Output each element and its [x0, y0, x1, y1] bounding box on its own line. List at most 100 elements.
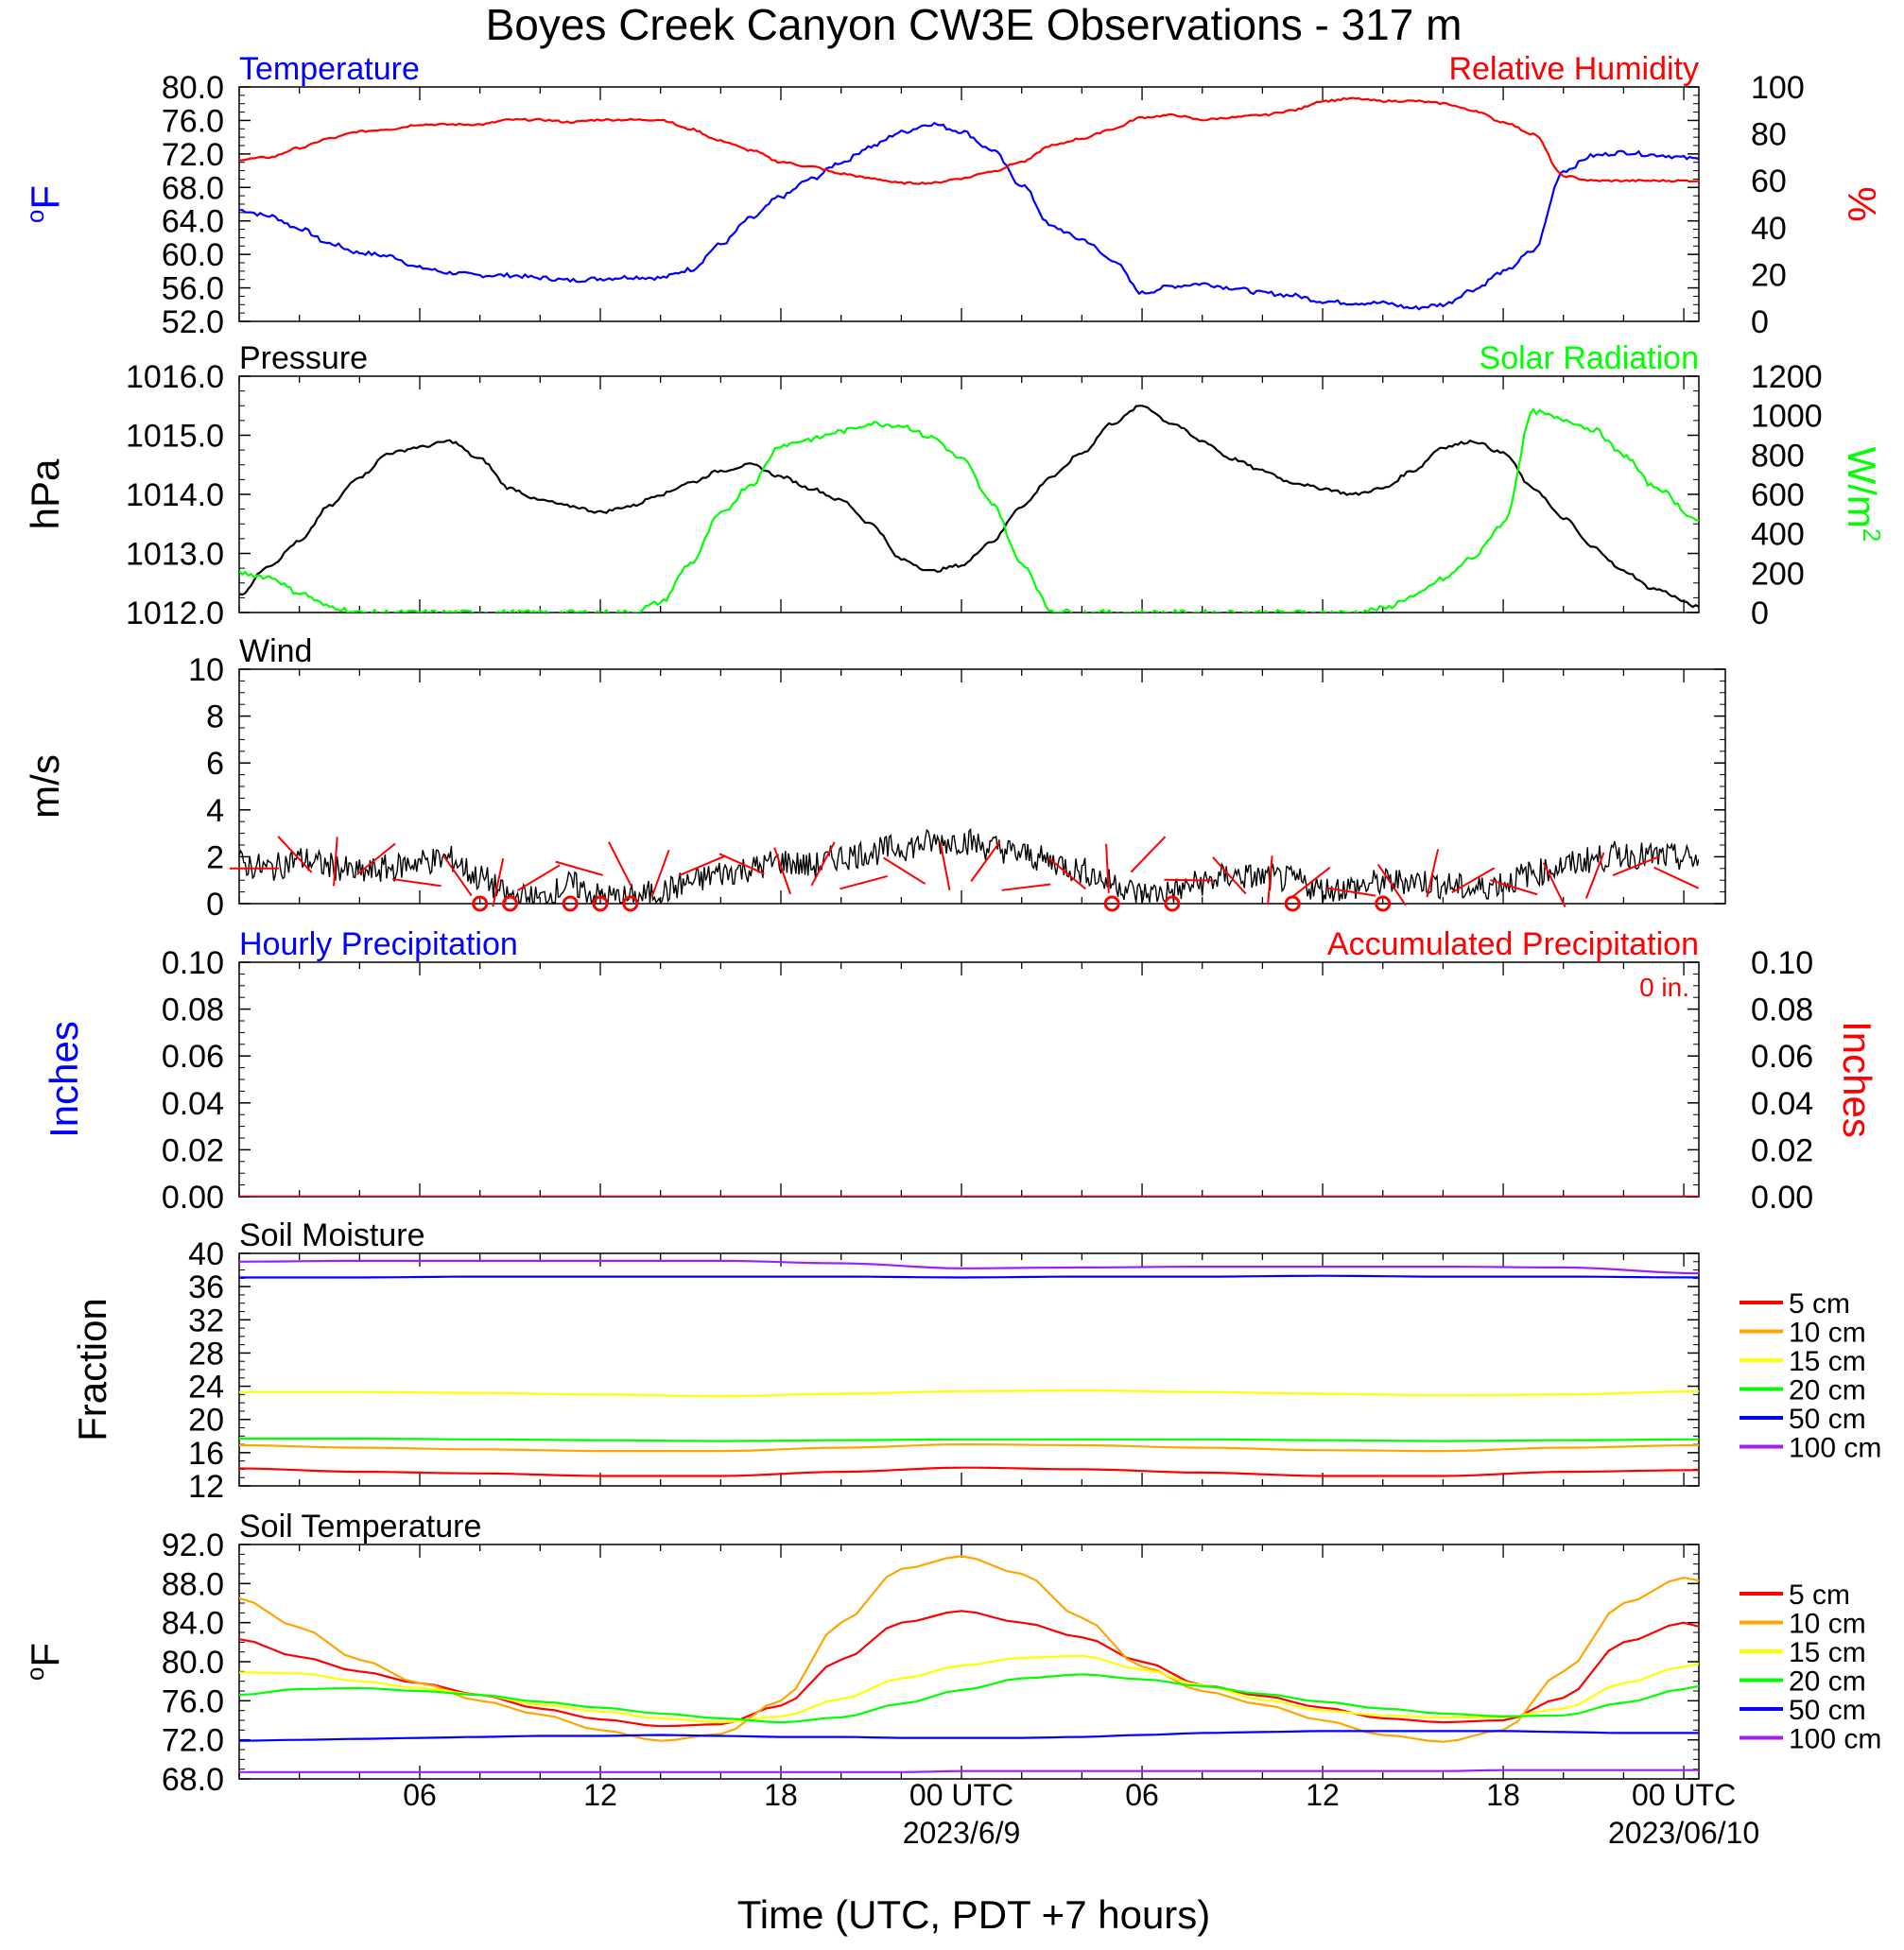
- chart-title: Boyes Creek Canyon CW3E Observations - 3…: [486, 0, 1463, 49]
- series-line-100-cm: [239, 1769, 1699, 1773]
- series-line-100-cm: [239, 1259, 1699, 1275]
- x-axis-title: Time (UTC, PDT +7 hours): [737, 1892, 1211, 1937]
- legend-label: 5 cm: [1789, 1579, 1850, 1611]
- y-tick-label: 0.10: [162, 945, 224, 981]
- wind-barb: [1490, 879, 1538, 896]
- y-right-tick-label: 0: [1751, 595, 1769, 631]
- y-tick-label: 4: [206, 793, 224, 829]
- y-right-tick-label: 200: [1751, 556, 1805, 592]
- y-tick-label: 56.0: [162, 271, 224, 307]
- calm-marker: [472, 895, 489, 912]
- wind-barb: [1326, 887, 1376, 897]
- wind-barb: [1267, 855, 1273, 906]
- wind-barb: [1451, 867, 1496, 894]
- y-tick-label: 0.04: [162, 1086, 224, 1122]
- y-tick-label: 1012.0: [126, 595, 224, 631]
- legend-label: 5 cm: [1789, 1288, 1850, 1320]
- y-right-tick-label: 40: [1751, 211, 1787, 247]
- y-right-tick-label: 0.00: [1751, 1180, 1813, 1216]
- y-tick-label: 0.06: [162, 1039, 224, 1075]
- series-line-5-cm: [239, 1610, 1699, 1728]
- degree-mark: o: [21, 210, 49, 223]
- unit-text: F: [23, 1643, 67, 1667]
- y-tick-label: 76.0: [162, 103, 224, 139]
- legend-label: 15 cm: [1789, 1637, 1866, 1668]
- wind-barb: [391, 878, 441, 888]
- series-line-20-cm: [239, 1673, 1699, 1724]
- calm-marker: [1164, 895, 1181, 912]
- y-tick-label: 0: [206, 887, 224, 923]
- unit-text: W/m: [1840, 447, 1884, 528]
- series-line-right-1: [239, 96, 1699, 185]
- panel-left-title: Wind: [239, 633, 312, 669]
- y-tick-label: 0.02: [162, 1132, 224, 1168]
- wind-barb: [277, 836, 313, 873]
- wind-barb: [1047, 856, 1087, 890]
- x-axis-ticks: 06 12 18 00 UTC 2023/6/9 06 12 18 00 UTC 2023/06/…: [403, 1778, 1759, 1850]
- y-tick-label: 32: [188, 1303, 224, 1338]
- x-tick-label: 00 UTC: [1632, 1778, 1736, 1812]
- series-line-10-cm: [239, 1555, 1699, 1743]
- wind-barb: [1653, 866, 1700, 889]
- legend-label: 20 cm: [1789, 1375, 1866, 1406]
- y-tick-label: 1013.0: [126, 537, 224, 573]
- superscript: 2: [1858, 528, 1886, 542]
- y-axis-label-left: m/s: [23, 754, 67, 819]
- wind-barb: [1105, 843, 1110, 893]
- y-right-tick-label: 100: [1751, 70, 1805, 106]
- panel-frame: [238, 668, 1726, 905]
- wind-barb: [718, 853, 765, 875]
- wind-barb: [1376, 864, 1407, 906]
- legend-label: 100 cm: [1789, 1433, 1881, 1464]
- y-tick-label: 1014.0: [126, 477, 224, 513]
- wind-barb: [650, 849, 670, 897]
- wind-barb: [1001, 883, 1051, 891]
- y-tick-label: 72.0: [162, 1723, 224, 1759]
- y-tick-label: 64.0: [162, 204, 224, 240]
- x-tick-label: 18: [1486, 1778, 1520, 1812]
- series-line-20-cm: [239, 1437, 1699, 1442]
- y-tick-label: 16: [188, 1436, 224, 1472]
- legend-label: 15 cm: [1789, 1346, 1866, 1377]
- wind-barb: [356, 842, 396, 876]
- x-tick-label: 12: [1306, 1778, 1340, 1812]
- y-tick-label: 20: [188, 1403, 224, 1439]
- wind-barb: [839, 874, 888, 890]
- series-line-5-cm: [239, 1466, 1699, 1477]
- calm-marker: [562, 895, 579, 912]
- y-tick-label: 2: [206, 839, 224, 875]
- y-tick-label: 8: [206, 699, 224, 735]
- calm-marker: [1375, 895, 1392, 912]
- y-tick-label: 72.0: [162, 137, 224, 173]
- y-axis-label-left: oF: [21, 185, 67, 223]
- series-line-15-cm: [239, 1389, 1699, 1398]
- y-tick-label: 52.0: [162, 304, 224, 340]
- wind-barb: [810, 841, 836, 887]
- wind-barb: [939, 841, 951, 891]
- wind-barb: [1542, 862, 1566, 907]
- panels-group: 52.056.060.064.068.072.076.080.002040608…: [21, 51, 1886, 1798]
- x-tick-label: 06: [403, 1778, 437, 1812]
- y-tick-label: 68.0: [162, 170, 224, 206]
- legend-label: 10 cm: [1789, 1318, 1866, 1349]
- y-right-tick-label: 400: [1751, 517, 1805, 553]
- y-axis-label-left: Fraction: [70, 1298, 114, 1441]
- wind-barb: [1212, 856, 1247, 895]
- wind-barb: [492, 858, 505, 907]
- wind-barb: [678, 855, 724, 877]
- y-tick-label: 40: [188, 1236, 224, 1272]
- wind-barb: [1130, 836, 1167, 873]
- series-line-left-0: [239, 121, 1699, 311]
- y-tick-label: 24: [188, 1370, 224, 1406]
- precip-total-annotation: 0 in.: [1639, 973, 1689, 1002]
- y-tick-label: 60.0: [162, 237, 224, 273]
- y-tick-label: 1015.0: [126, 419, 224, 455]
- legend-label: 100 cm: [1789, 1724, 1881, 1755]
- y-axis-label-left: oF: [21, 1643, 67, 1681]
- wind-barb: [1612, 855, 1659, 876]
- series-line-50-cm: [239, 1274, 1699, 1279]
